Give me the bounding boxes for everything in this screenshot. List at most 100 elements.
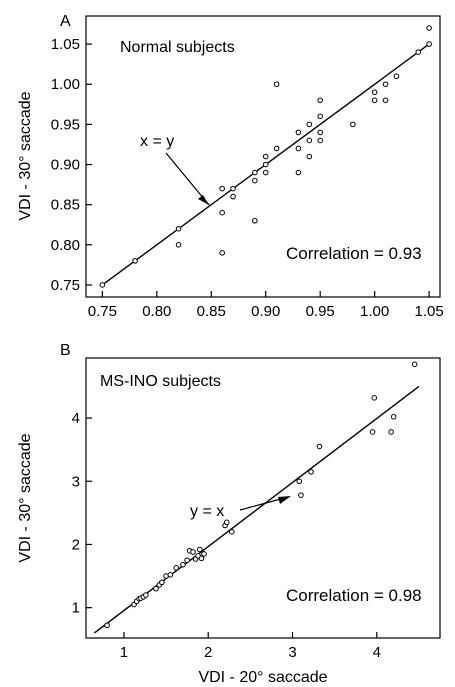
panel-a-data-point [295, 129, 302, 136]
panel-a: A VDI - 30° saccade 0.75 0.80 0.85 0.90 0.95… [17, 13, 444, 320]
panel-b-data-point [167, 571, 174, 578]
panel-a-plot-frame [85, 15, 441, 298]
panel-a-x-axis: 0.75 0.80 0.85 0.90 0.95 1.00 1.05 [88, 291, 444, 320]
panel-a-x-tick-label: 0.75 [88, 303, 117, 320]
panel-b-x-tick-label: 4 [373, 644, 381, 661]
panel-a-data-point [415, 49, 422, 55]
panel-a-data-point [295, 145, 302, 152]
panel-b-data-point [184, 557, 190, 564]
panel-b-x-tick-label: 2 [204, 644, 212, 661]
panel-b-letter: B [60, 342, 71, 359]
panel-b-data-point [201, 551, 207, 557]
panel-a-title: Normal subjects [120, 39, 235, 56]
panel-a-arrow-head [198, 195, 209, 205]
panel-a-x-tick-label: 1.00 [360, 303, 389, 320]
panel-a-data-point [317, 97, 323, 104]
panel-a-data-point [175, 242, 182, 248]
panel-b-y-tick-label: 3 [72, 473, 80, 490]
panel-b-data-point [198, 555, 205, 562]
panel-a-data-point [262, 153, 269, 160]
panel-a-data-point [252, 177, 258, 184]
panel-a-x-tick-label: 0.90 [251, 303, 280, 320]
panel-a-data-point [295, 169, 302, 176]
panel-a-data-point [382, 81, 389, 88]
panel-a-data-point [252, 169, 258, 176]
panel-a-x-tick-label: 0.95 [306, 303, 335, 320]
panel-b-data-point [308, 468, 314, 475]
panel-b-arrow-head [278, 496, 291, 504]
panel-b-y-axis: 1 2 3 4 [72, 410, 92, 617]
panel-b-data-point [411, 361, 418, 368]
panel-b-plot-frame [85, 357, 441, 639]
panel-b-data-point [159, 579, 165, 586]
panel-a-data-point [262, 169, 269, 176]
panel-b-line-label: y = x [190, 503, 224, 520]
panel-a-data-point [132, 258, 138, 264]
panel-a-data-point [317, 129, 323, 136]
panel-b-data-point [388, 429, 394, 435]
panel-b-data-point [173, 565, 179, 571]
panel-b-data-point [296, 478, 303, 485]
panel-b-points [104, 361, 418, 629]
panel-b-identity-line [94, 385, 420, 634]
panel-a-y-axis-title: VDI - 30° saccade [17, 91, 34, 220]
panel-a-data-point [371, 89, 378, 96]
panel-a-letter: A [60, 13, 71, 30]
panel-a-data-point [230, 193, 236, 200]
panel-b-correlation: Correlation = 0.98 [286, 586, 422, 605]
panel-a-data-point [273, 81, 280, 88]
panel-a-data-point [426, 41, 432, 47]
panel-a-data-point [273, 145, 280, 152]
panel-a-data-point [350, 121, 356, 128]
panel-a-data-point [371, 97, 378, 104]
panel-b-y-tick-label: 2 [72, 536, 80, 553]
panel-b-data-point [190, 549, 196, 555]
panel-a-y-tick-label: 0.80 [51, 237, 80, 254]
panel-b-x-axis: 1 2 3 4 [120, 632, 381, 661]
panel-a-data-point [382, 97, 389, 104]
panel-b-data-point [298, 492, 304, 498]
panel-a-data-point [426, 25, 432, 31]
panel-a-x-tick-label: 1.05 [415, 303, 444, 320]
panel-a-data-point [219, 209, 225, 216]
panel-b-x-tick-label: 1 [120, 644, 128, 661]
panel-a-points [99, 25, 432, 288]
panel-b-data-point [143, 592, 149, 598]
panel-a-y-tick-label: 0.75 [51, 277, 80, 294]
panel-a-x-tick-label: 0.80 [142, 303, 171, 320]
panel-a-x-tick-label: 0.85 [197, 303, 226, 320]
panel-a-y-tick-label: 0.85 [51, 197, 80, 214]
panel-b-data-point [196, 546, 203, 553]
panel-b-title: MS-INO subjects [100, 373, 221, 390]
panel-a-y-tick-label: 1.00 [51, 76, 80, 93]
panel-a-data-point [219, 185, 225, 192]
panel-b-data-point [153, 585, 159, 592]
panel-a-data-point [219, 250, 225, 256]
panel-a-data-point [306, 121, 313, 128]
panel-a-data-point [317, 137, 323, 144]
panel-b-x-axis-title: VDI - 20° saccade [198, 669, 327, 686]
panel-a-correlation: Correlation = 0.93 [286, 244, 422, 263]
panel-a-y-tick-label: 0.95 [51, 116, 80, 133]
panel-b-data-point [229, 529, 235, 535]
panel-b-x-tick-label: 3 [288, 644, 296, 661]
panel-b-data-point [369, 429, 376, 435]
panel-b-data-point [390, 413, 397, 420]
panel-b: B VDI - 30° saccade VDI - 20° saccade 1 2… [17, 342, 441, 686]
panel-b-data-point [180, 561, 186, 568]
panel-a-line-label: x = y [140, 133, 174, 150]
panel-b-y-axis-title: VDI - 30° saccade [17, 433, 34, 562]
panel-b-data-point [223, 519, 230, 526]
panel-a-y-tick-label: 1.05 [51, 36, 80, 53]
panel-a-data-point [230, 185, 236, 192]
panel-a-data-point [262, 161, 269, 168]
panel-a-data-point [306, 137, 313, 144]
panel-a-data-point [252, 217, 258, 224]
panel-b-data-point [371, 395, 378, 401]
panel-a-data-point [393, 73, 400, 80]
panel-a-y-tick-label: 0.90 [51, 157, 80, 174]
panel-a-data-point [99, 282, 106, 288]
panel-a-data-point [175, 225, 182, 232]
panel-b-data-point [316, 443, 323, 450]
